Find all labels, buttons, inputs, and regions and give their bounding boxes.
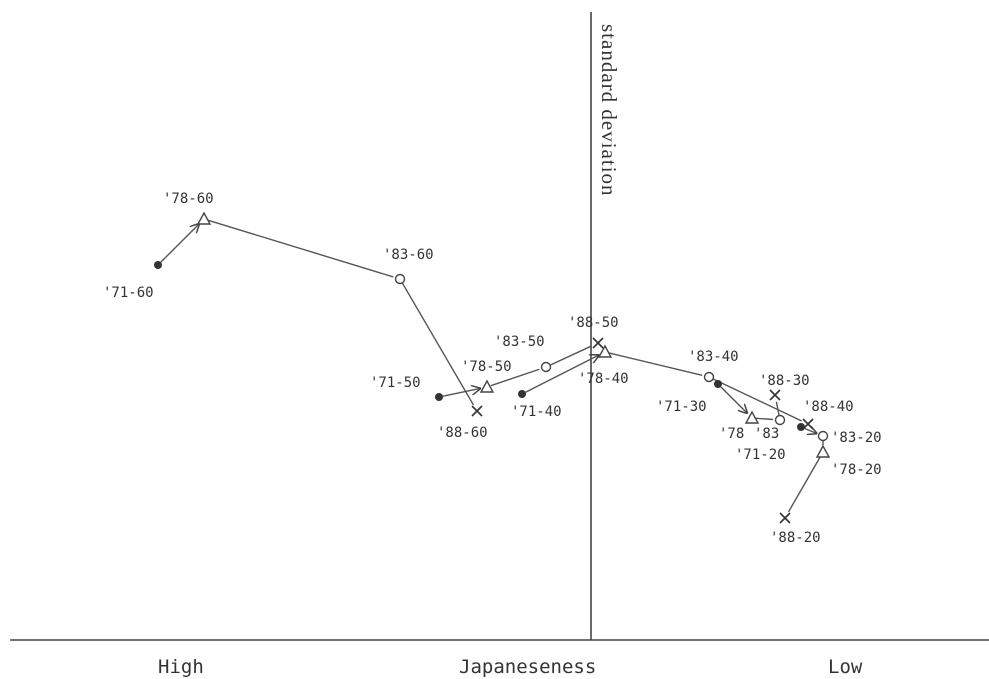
marker-78-50: [479, 379, 495, 393]
connector-71-40-to-78-40: [525, 355, 599, 393]
marker-78-30: [744, 410, 760, 424]
connector-71-20-to-83-20: [804, 429, 817, 434]
connector-83-60-to-88-60: [401, 282, 475, 406]
marker-78-20: [815, 444, 831, 458]
label-88-20: '88-20: [770, 530, 821, 546]
label-71-50: '71-50: [370, 375, 421, 391]
marker-83-30: [774, 414, 786, 426]
marker-88-50: [592, 337, 604, 349]
label-71-30: '71-30: [656, 399, 707, 415]
connector-78-50-to-83-50: [490, 368, 540, 387]
marker-88-20: [779, 512, 791, 524]
label-88-30: '88-30: [759, 373, 810, 389]
connector-78-60-to-83-60: [207, 219, 394, 278]
connector-71-60-to-78-60: [160, 224, 199, 263]
connector-78-20-to-88-20: [787, 455, 822, 513]
connector-78-40-to-83-40: [608, 352, 703, 377]
label-83-50: '83-50: [494, 334, 545, 350]
marker-83-50: [540, 361, 552, 373]
marker-71-40: [518, 390, 526, 398]
marker-78-40: [597, 344, 613, 358]
label-83-40: '83-40: [688, 349, 739, 365]
point-markers: [154, 211, 831, 524]
label-88-40: '88-40: [803, 399, 854, 415]
marker-83-40: [703, 371, 715, 383]
marker-83-20: [817, 430, 829, 442]
connector-71-50-to-78-50: [442, 388, 480, 397]
connector-83-30-to-88-30: [775, 401, 780, 417]
marker-71-30: [714, 380, 722, 388]
x-axis-high-label: High: [158, 656, 204, 678]
label-88-60: '88-60: [437, 425, 488, 441]
label-78-50: '78-50: [461, 359, 512, 375]
connector-83-40-to-88-40: [712, 378, 802, 422]
connector-lines: [160, 219, 824, 513]
label-71-60: '71-60: [103, 285, 154, 301]
label-71-20: '71-20: [735, 447, 786, 463]
marker-71-60: [154, 261, 162, 269]
marker-71-50: [435, 393, 443, 401]
label-78-20: '78-20: [831, 462, 882, 478]
x-axis-title: Japaneseness: [459, 656, 596, 678]
marker-71-20: [797, 423, 805, 431]
marker-78-60: [196, 211, 212, 225]
y-axis-title: standard deviation: [597, 24, 621, 197]
marker-83-60: [394, 273, 406, 285]
label-78-40: '78-40: [578, 371, 629, 387]
connector-71-30-to-78-30: [720, 386, 747, 413]
label-88-50: '88-50: [568, 315, 619, 331]
label-78-60: '78-60: [163, 191, 214, 207]
connector-83-50-to-88-50: [549, 345, 592, 366]
label-83-20: '83-20: [831, 430, 882, 446]
label-83-30: '83: [754, 426, 779, 442]
label-71-40: '71-40: [511, 404, 562, 420]
marker-88-60: [471, 405, 483, 417]
connector-78-30-to-83-30: [755, 417, 774, 421]
label-83-60: '83-60: [383, 247, 434, 263]
axes: High Japaneseness Low standard deviation: [10, 12, 989, 678]
marker-88-30: [769, 389, 781, 401]
x-axis-low-label: Low: [828, 656, 863, 678]
point-labels: '71-60 '78-60 '83-60 '88-60 '71-50 '78-50 '83-…: [103, 191, 882, 546]
label-78-30: '78: [719, 426, 744, 442]
